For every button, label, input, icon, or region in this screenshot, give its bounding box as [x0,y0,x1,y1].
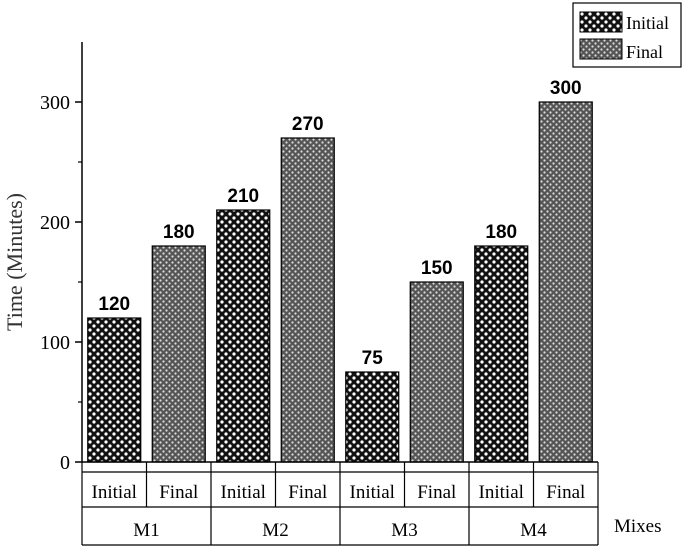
bar-m2-final [280,137,335,463]
data-label-m3-final: 150 [421,258,453,279]
legend: Initial Final [572,2,682,68]
x-axis-label: Mixes [614,516,662,537]
legend-label-final: Final [626,42,663,62]
group-label-m2: M2 [262,520,288,541]
data-label-m1-final: 180 [163,222,195,243]
y-ticks: 0 100 200 300 [40,92,82,474]
series-cell-label: Final [288,482,327,503]
y-tick-label-0: 0 [60,452,70,474]
series-cell-label: Initial [221,482,266,503]
y-tick-label-100: 100 [40,332,70,354]
group-label-m4: M4 [520,520,547,541]
group-label-m3: M3 [391,520,417,541]
series-cell-label: Final [417,482,456,503]
group-label-m1: M1 [133,520,159,541]
bar-m3-initial [345,371,400,463]
data-label-m4-initial: 180 [485,222,517,243]
series-cell-label: Initial [479,482,524,503]
legend-swatch-initial [579,11,623,33]
data-label-m2-initial: 210 [227,186,259,207]
data-label-m2-final: 270 [292,114,324,135]
bar-m4-initial [474,245,529,463]
legend-swatch-final [579,38,623,60]
series-cell-label: Initial [92,482,137,503]
data-label-m1-initial: 120 [98,294,130,315]
bar-m1-final [151,245,206,463]
data-label-m4-final: 300 [550,78,582,99]
series-cell-label: Initial [350,482,395,503]
y-tick-label-300: 300 [40,92,70,114]
data-label-m3-initial: 75 [362,348,384,369]
bar-m4-final [538,101,593,463]
bar-m3-final [409,281,464,463]
series-cell-label: Final [159,482,198,503]
bar-m1-initial [87,317,142,463]
y-axis-label: Time (Minutes) [2,193,27,331]
legend-label-initial: Initial [626,13,669,33]
y-tick-label-200: 200 [40,212,70,234]
series-cell-label: Final [546,482,585,503]
data-labels: 120 180 210 270 75 150 180 300 [98,78,581,369]
bars [87,101,593,463]
bar-m2-initial [216,209,271,463]
